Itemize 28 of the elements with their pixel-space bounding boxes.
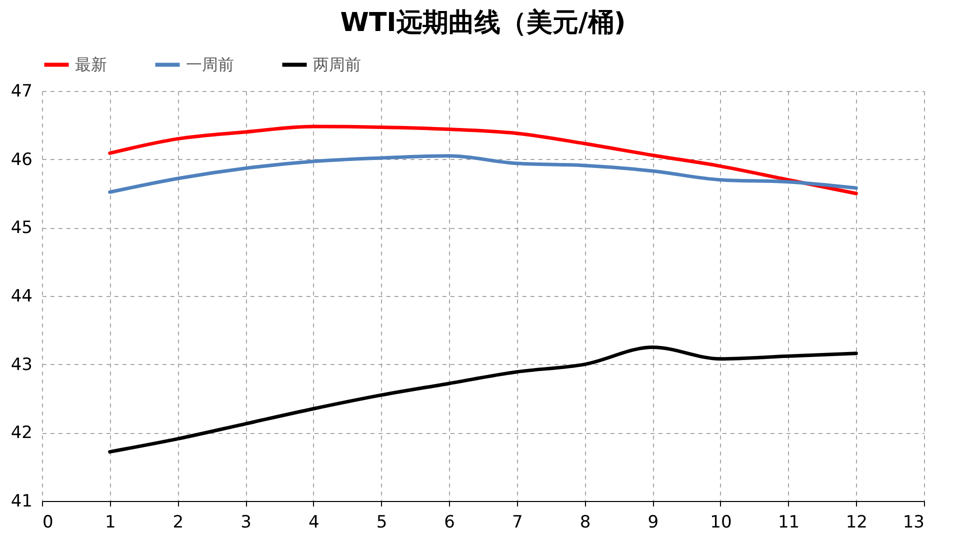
line-series: [108, 154, 858, 194]
x-tick-label: 11: [778, 512, 800, 532]
legend-label: 一周前: [186, 54, 234, 74]
x-tick-label: 10: [710, 512, 732, 532]
line-series: [108, 346, 858, 454]
x-tick-label: 9: [648, 512, 659, 532]
x-tick-label: 6: [444, 512, 455, 532]
y-tick-label: 43: [10, 354, 32, 375]
y-tick-label: 46: [10, 150, 32, 170]
chart-title: WTI远期曲线（美元/桶): [340, 8, 626, 38]
legend-label: 最新: [75, 54, 107, 74]
x-tick-label: 4: [308, 512, 320, 532]
x-tick-label: 13: [902, 512, 924, 532]
y-tick-label: 47: [10, 82, 32, 102]
x-tick-label: 1: [104, 512, 116, 532]
x-tick-label: 3: [240, 512, 252, 532]
x-tick-label: 12: [846, 512, 868, 532]
x-tick-label: 8: [580, 512, 591, 532]
line-series: [108, 124, 858, 196]
legend-label: 两周前: [313, 54, 361, 74]
x-tick-label: 0: [42, 512, 54, 532]
x-tick-label: 7: [512, 512, 523, 532]
y-tick-label: 45: [10, 218, 32, 238]
y-tick-label: 44: [10, 286, 32, 306]
y-tick-label: 41: [10, 492, 32, 512]
x-tick-label: 5: [376, 512, 388, 532]
y-tick-label: 42: [10, 423, 32, 444]
x-tick-label: 2: [172, 512, 184, 532]
